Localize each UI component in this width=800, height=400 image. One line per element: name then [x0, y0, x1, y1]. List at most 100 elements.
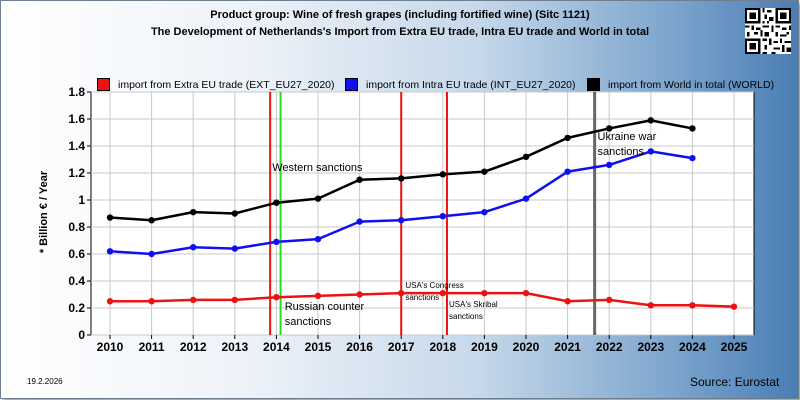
series-point-1 [148, 250, 155, 258]
series-point-1 [314, 235, 322, 243]
series-point-1 [647, 148, 654, 155]
x-tick-label: 2011 [139, 340, 165, 354]
annotation-line: sanctions [405, 292, 440, 302]
legend-label: import from Extra EU trade (EXT_EU27_202… [118, 78, 335, 91]
annotation-line: sanctions [597, 145, 645, 158]
x-tick-label: 2022 [596, 340, 623, 354]
source-label: Source: Eurostat [690, 375, 780, 389]
series-point-0 [231, 296, 238, 304]
x-tick-label: 2024 [679, 340, 706, 354]
series-point-1 [106, 248, 114, 255]
y-tick-label: 1.6 [68, 112, 85, 126]
series-point-2 [190, 208, 197, 216]
x-tick-label: 2021 [554, 340, 581, 354]
annotation-line: USA's Congress [405, 280, 464, 290]
chart-title: Product group: Wine of fresh grapes (inc… [0, 7, 800, 41]
legend-item-intra-eu: import from Intra EU trade (INT_EU27_202… [345, 78, 576, 91]
series-point-2 [439, 171, 446, 178]
series-point-1 [481, 208, 488, 216]
annotation-line: sanctions [284, 315, 332, 328]
title-line-1: Product group: Wine of fresh grapes (inc… [210, 9, 590, 21]
y-tick-label: 0 [78, 328, 85, 342]
legend-swatch [345, 78, 358, 91]
legend-label: import from World in total (WORLD) [608, 78, 775, 91]
series-point-2 [522, 153, 530, 160]
x-tick-label: 2012 [180, 340, 207, 354]
y-tick-label: 1.4 [68, 139, 85, 153]
series-point-0 [647, 302, 654, 309]
series-line-0 [110, 291, 735, 308]
qr-code-icon [745, 8, 791, 54]
legend-swatch [587, 78, 600, 91]
series-point-2 [356, 176, 363, 183]
series-point-2 [231, 210, 238, 217]
x-tick-label: 2018 [429, 340, 456, 354]
series-point-2 [481, 168, 488, 175]
series-point-0 [606, 296, 613, 304]
annotation-line: sanctions [449, 311, 483, 321]
legend-label: import from Intra EU trade (INT_EU27_202… [366, 78, 576, 91]
legend-item-world: import from World in total (WORLD) [587, 78, 774, 91]
x-tick-label: 2019 [471, 340, 498, 354]
series-point-2 [314, 195, 322, 202]
series-point-1 [522, 195, 530, 202]
y-tick-label: 0.4 [68, 274, 85, 288]
annotation-label: USA's Congress sanctions [405, 280, 463, 304]
series-point-0 [190, 296, 197, 304]
annotation-line: USA's Skribal [449, 299, 498, 309]
series-point-0 [730, 303, 738, 310]
x-tick-label: 2025 [721, 340, 748, 354]
series-point-0 [356, 291, 363, 298]
series-point-0 [564, 298, 571, 305]
series-point-0 [314, 292, 322, 300]
series-point-0 [439, 289, 446, 297]
series-point-1 [190, 244, 197, 251]
legend-swatch [97, 78, 110, 91]
y-tick-label: 1.8 [68, 85, 85, 99]
series-point-2 [148, 217, 155, 224]
series-point-0 [522, 289, 530, 297]
annotation-label: Western sanctions [272, 161, 362, 176]
series-point-1 [398, 217, 405, 224]
series-point-2 [398, 175, 405, 182]
series-point-1 [606, 161, 613, 169]
series-point-1 [564, 168, 571, 175]
annotation-line: Russian counter [284, 300, 365, 313]
y-tick-label: 0.8 [68, 220, 85, 234]
series-point-2 [606, 125, 613, 132]
x-tick-label: 2016 [346, 340, 373, 354]
series-point-1 [273, 238, 280, 246]
series-point-0 [689, 302, 696, 309]
x-tick-label: 2015 [305, 340, 332, 354]
x-tick-label: 2020 [513, 340, 540, 354]
x-tick-label: 2017 [388, 340, 415, 354]
legend-item-extra-eu: import from Extra EU trade (EXT_EU27_202… [97, 78, 335, 91]
y-tick-label: 1 [78, 193, 85, 207]
series-point-2 [689, 125, 696, 132]
y-tick-label: 1.2 [68, 166, 85, 180]
y-tick-label: 0.6 [68, 247, 85, 261]
annotation-label: Ukraine war sanctions [598, 130, 657, 160]
x-tick-label: 2010 [97, 340, 124, 354]
annotation-line: Ukraine war [597, 130, 657, 143]
series-point-0 [398, 289, 405, 297]
series-point-2 [273, 199, 280, 206]
series-point-2 [647, 117, 654, 124]
x-tick-label: 2023 [637, 340, 664, 354]
x-tick-label: 2013 [221, 340, 248, 354]
title-line-2: The Development of Netherlands's Import … [150, 26, 650, 38]
series-point-0 [148, 298, 155, 305]
series-point-1 [356, 218, 363, 225]
series-point-0 [273, 294, 280, 301]
series-point-2 [106, 214, 114, 221]
annotation-label: USA's Skribal sanctions [449, 299, 498, 323]
annotation-line: Western sanctions [272, 161, 363, 174]
y-tick-label: 0.2 [68, 301, 85, 315]
date-stamp: 19.2.2026 [27, 377, 63, 386]
x-tick-label: 2014 [263, 340, 290, 354]
series-point-1 [689, 154, 696, 162]
series-point-0 [481, 289, 488, 297]
series-point-2 [564, 134, 571, 142]
annotation-label: Russian counter sanctions [285, 300, 365, 330]
